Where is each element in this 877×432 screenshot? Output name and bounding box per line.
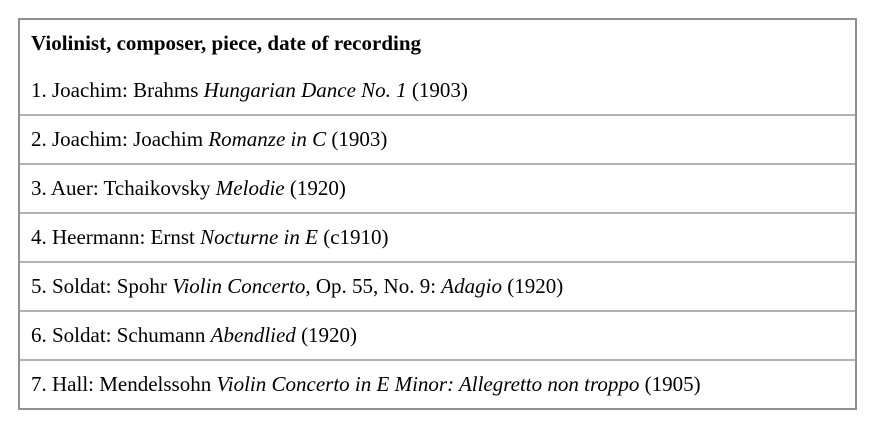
row-text: 7. Hall: Mendelssohn (31, 372, 217, 396)
table-row: 4. Heermann: Ernst Nocturne in E (c1910) (20, 212, 855, 261)
piece-title: Romanze in C (208, 127, 327, 151)
row-text: (1905) (639, 372, 701, 396)
row-text: (1920) (501, 274, 564, 298)
row-text: 6. Soldat: Schumann (31, 323, 211, 347)
row-text: (c1910) (317, 225, 389, 249)
piece-title: Violin Concerto in E Minor: Allegretto n… (216, 372, 640, 396)
row-text: , Op. 55, No. 9: (305, 274, 442, 298)
table-row: 5. Soldat: Spohr Violin Concerto, Op. 55… (20, 261, 855, 310)
piece-title: Hungarian Dance No. 1 (203, 78, 407, 102)
row-text: (1903) (406, 78, 468, 102)
table-row: 2. Joachim: Joachim Romanze in C (1903) (20, 114, 855, 163)
table-row: 3. Auer: Tchaikovsky Melodie (1920) (20, 163, 855, 212)
row-text: 1. Joachim: Brahms (31, 78, 204, 102)
row-text: (1920) (295, 323, 358, 347)
row-text: 2. Joachim: Joachim (31, 127, 209, 151)
recordings-table: Violinist, composer, piece, date of reco… (18, 18, 857, 410)
row-text: (1903) (326, 127, 388, 151)
table-row: 1. Joachim: Brahms Hungarian Dance No. 1… (20, 67, 855, 114)
table-body: 1. Joachim: Brahms Hungarian Dance No. 1… (20, 67, 855, 408)
table-row: 6. Soldat: Schumann Abendlied (1920) (20, 310, 855, 359)
piece-title: Violin Concerto (172, 274, 306, 298)
row-text: 4. Heermann: Ernst (31, 225, 201, 249)
table-row: 7. Hall: Mendelssohn Violin Concerto in … (20, 359, 855, 408)
row-text: (1920) (284, 176, 346, 200)
row-text: 3. Auer: Tchaikovsky (31, 176, 216, 200)
table-header-row: Violinist, composer, piece, date of reco… (20, 20, 855, 67)
piece-title: Adagio (441, 274, 502, 298)
row-text: 5. Soldat: Spohr (31, 274, 173, 298)
table-header-label: Violinist, composer, piece, date of reco… (31, 31, 422, 55)
piece-title: Abendlied (210, 323, 296, 347)
piece-title: Nocturne in E (200, 225, 318, 249)
piece-title: Melodie (215, 176, 285, 200)
